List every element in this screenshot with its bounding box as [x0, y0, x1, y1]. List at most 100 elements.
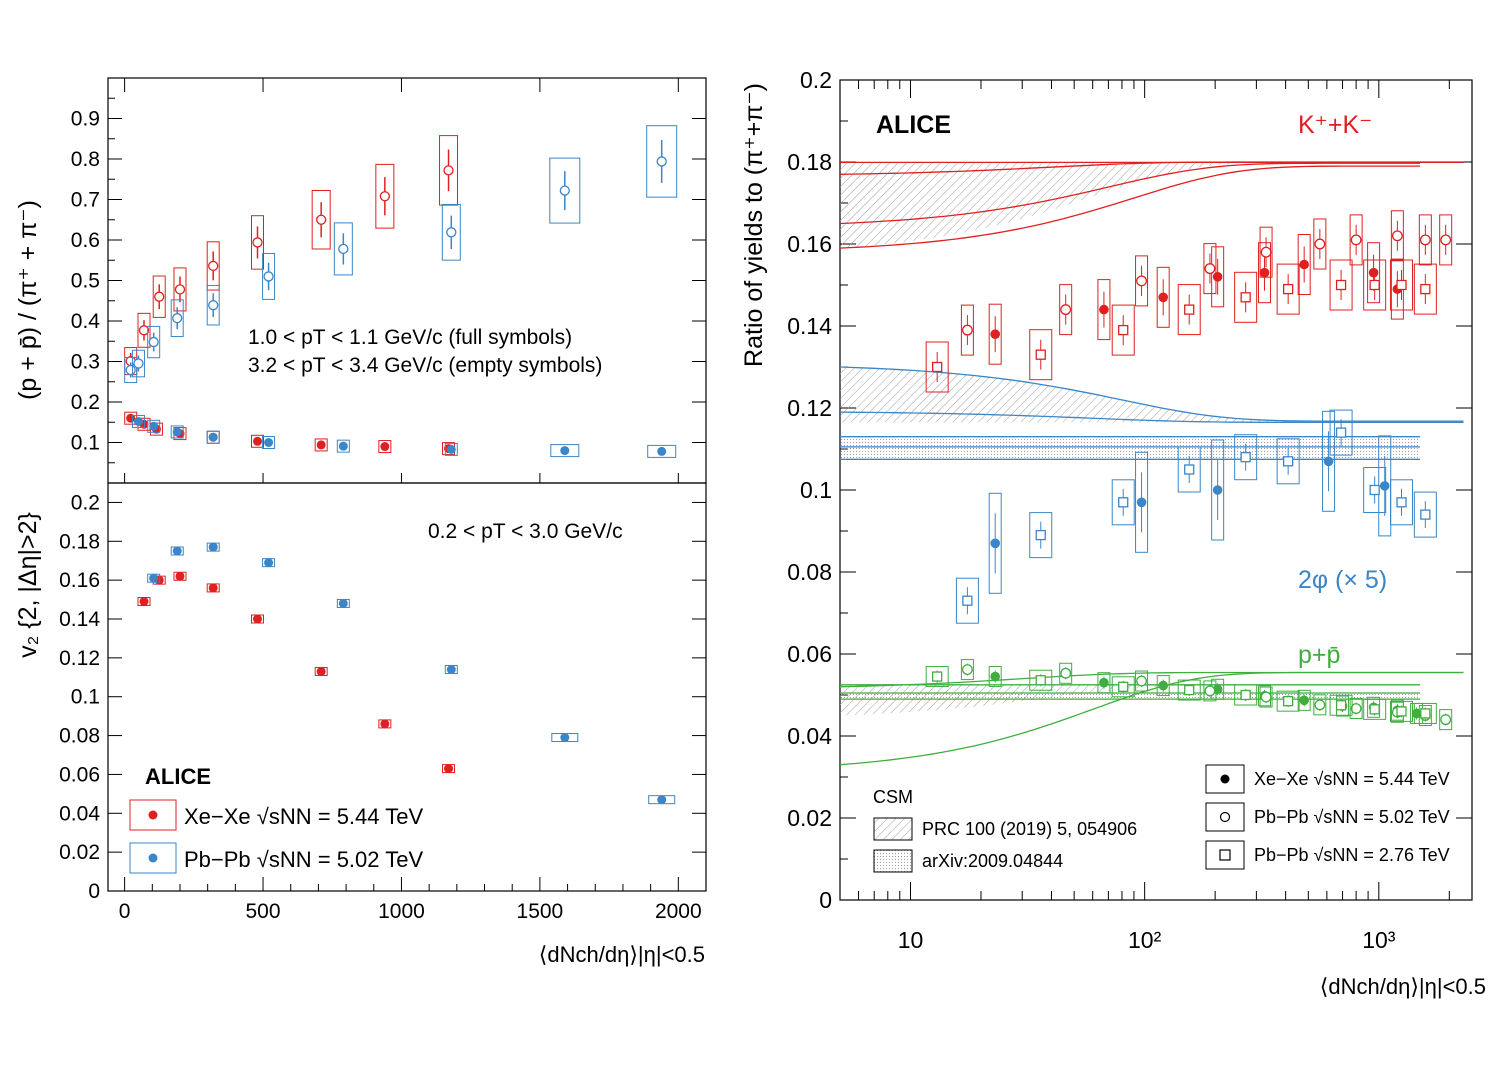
- syst-right: [1390, 259, 1414, 311]
- point-right: [1440, 234, 1452, 246]
- point-right: [1379, 481, 1390, 491]
- legend-left-xexe-box: [129, 799, 177, 831]
- curve-phi-2: [839, 411, 1464, 423]
- syst-right: [1156, 675, 1170, 697]
- point-top-syst: [137, 312, 151, 348]
- ytick-label-right: 0.16: [787, 231, 832, 257]
- ytick-label-bottom: 0.1: [71, 686, 100, 709]
- syst-right: [1390, 479, 1414, 526]
- syst-right: [1059, 662, 1073, 684]
- point-right: [1369, 704, 1380, 715]
- point-right: [1368, 267, 1379, 278]
- point-bottom: [208, 583, 218, 593]
- point-top: [154, 291, 165, 302]
- syst-right: [988, 303, 1002, 365]
- point-top-syst: [441, 203, 461, 261]
- point-top: [560, 446, 570, 456]
- point-right: [1060, 667, 1072, 679]
- band-pp-dots: [840, 693, 1421, 700]
- syst-right: [1135, 451, 1149, 553]
- syst-right: [1276, 263, 1300, 315]
- point-top-syst: [336, 439, 350, 453]
- point-right: [1282, 283, 1294, 295]
- bottom-left-frame: [107, 482, 707, 892]
- syst-right: [1276, 690, 1300, 712]
- syst-right: [1276, 438, 1300, 485]
- syst-right: [1135, 670, 1149, 692]
- point-right: [1282, 456, 1294, 467]
- syst-right: [1135, 255, 1149, 307]
- ytick-label-top: 0.8: [71, 148, 100, 171]
- point-right: [1118, 324, 1129, 336]
- syst-right: [960, 659, 974, 681]
- point-top-syst: [311, 190, 331, 250]
- syst-right: [1111, 479, 1135, 526]
- point-top-syst: [646, 125, 678, 198]
- point-right: [1204, 685, 1216, 697]
- point-right: [1350, 703, 1362, 714]
- point-bottom: [139, 597, 149, 607]
- point-top: [264, 438, 274, 447]
- legend-right-1: Xe−Xe √sNN = 5.44 TeV: [1254, 769, 1450, 789]
- point-right: [990, 329, 1000, 340]
- point-bottom: [444, 764, 454, 774]
- point-bottom: [560, 733, 570, 743]
- syst-right: [1349, 698, 1363, 720]
- point-right: [1335, 427, 1347, 438]
- point-right: [961, 324, 973, 336]
- legend-right-2: Pb−Pb √sNN = 5.02 TeV: [1254, 807, 1450, 827]
- point-top: [263, 271, 274, 282]
- point-right: [1240, 689, 1251, 701]
- syst-right: [1329, 694, 1353, 716]
- point-right: [1099, 677, 1109, 688]
- point-right: [1136, 497, 1147, 508]
- syst-right: [1413, 702, 1437, 724]
- point-right: [1411, 708, 1422, 719]
- ytick-label-bottom: 0.14: [59, 608, 100, 631]
- point-right: [961, 664, 973, 676]
- point-top: [208, 432, 218, 442]
- ytick-label-top: 0.5: [71, 270, 100, 293]
- curve-phi-1: [839, 366, 1464, 422]
- syst-right: [1363, 467, 1387, 513]
- point-right: [1158, 680, 1168, 691]
- xtick-label-left: 500: [246, 900, 281, 923]
- band-phi-hatch: [840, 367, 1464, 423]
- point-top-syst: [131, 414, 145, 428]
- point-bottom: [175, 571, 185, 581]
- point-right: [1299, 259, 1309, 270]
- ytick-label-bottom: 0.16: [59, 569, 100, 592]
- point-right: [1204, 263, 1216, 275]
- ytick-label-right: 0.1: [800, 477, 832, 503]
- syst-right: [1418, 705, 1432, 726]
- ytick-label-bottom: 0.08: [59, 725, 100, 748]
- curve-pp-2: [839, 671, 1464, 688]
- syst-right: [1234, 434, 1258, 481]
- point-top-syst: [251, 434, 264, 448]
- xtick-label-left: 1500: [517, 900, 564, 923]
- point-right: [1440, 714, 1452, 726]
- point-right: [1118, 497, 1129, 508]
- point-right: [1035, 675, 1046, 686]
- point-bottom: [316, 666, 326, 676]
- curve-kk-3: [839, 165, 1421, 249]
- point-right: [1260, 246, 1272, 258]
- ytick-label-right: 0.08: [787, 559, 832, 585]
- syst-right: [1349, 214, 1363, 266]
- syst-right: [1259, 226, 1273, 278]
- point-bottom: [338, 598, 348, 608]
- point-top: [559, 185, 570, 196]
- label-kk: K⁺+K⁻: [1298, 111, 1372, 139]
- point-top: [316, 214, 327, 225]
- ytick-label-top: 0.4: [71, 310, 101, 333]
- point-right: [1118, 681, 1129, 692]
- syst-right: [988, 666, 1002, 688]
- point-right: [1240, 292, 1251, 303]
- syst-right: [955, 577, 979, 624]
- syst-right: [1367, 242, 1381, 304]
- point-top: [133, 416, 143, 426]
- point-top: [338, 441, 348, 451]
- point-top-syst: [147, 325, 161, 359]
- point-right: [1099, 304, 1109, 315]
